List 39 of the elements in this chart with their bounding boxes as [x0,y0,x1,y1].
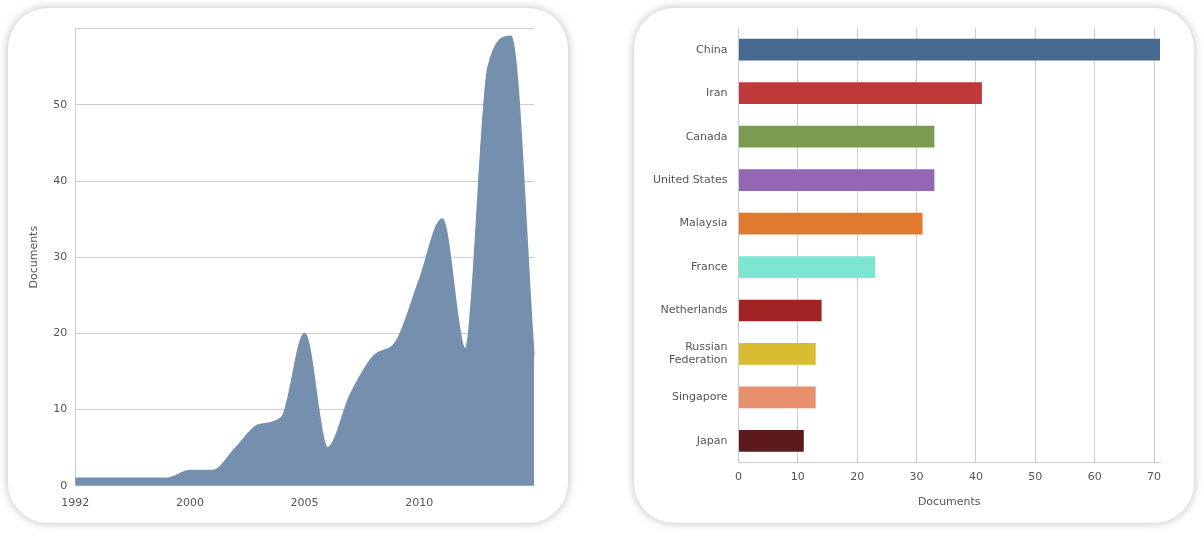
x-tick-label: 2005 [290,496,319,510]
x-tick-label: 30 [909,470,924,484]
bar [738,343,816,365]
x-tick-label: 50 [1028,470,1043,484]
y-tick-label: Canada [685,129,728,143]
x-tick-label: 0 [734,470,742,484]
bar [738,299,822,322]
y-tick-label: 10 [53,402,68,416]
bar [738,256,876,278]
y-tick-label: China [696,42,728,56]
x-tick-label: 10 [790,470,805,484]
bar [738,430,804,452]
bar [738,125,935,148]
y-tick-label: 20 [53,326,68,340]
y-axis-title: Documents [27,225,41,289]
x-axis-title: Documents [917,495,981,509]
y-tick-label: Malaysia [679,216,728,230]
x-tick-label: 60 [1087,470,1102,484]
x-tick-label: 20 [850,470,865,484]
y-tick-label: 50 [53,97,68,111]
x-tick-label: 40 [968,470,983,484]
x-tick-label: 1992 [61,496,90,510]
bar [738,212,923,235]
x-tick-label: 70 [1147,470,1162,484]
bar [738,386,816,409]
bar [738,82,982,105]
bar [738,38,1160,61]
y-tick-label: Russian Federation [668,340,728,367]
y-tick-label: Iran [706,86,728,100]
x-tick-label: 2000 [175,496,204,510]
x-tick-label: 2010 [405,496,434,510]
y-tick-label: Singapore [671,390,728,404]
y-tick-label: Netherlands [660,303,728,317]
y-tick-label: France [690,259,728,273]
y-tick-label: 30 [53,250,68,264]
y-tick-label: Japan [695,433,728,447]
bar [738,169,935,191]
y-tick-label: United States [652,172,728,186]
y-tick-label: 40 [53,173,68,187]
